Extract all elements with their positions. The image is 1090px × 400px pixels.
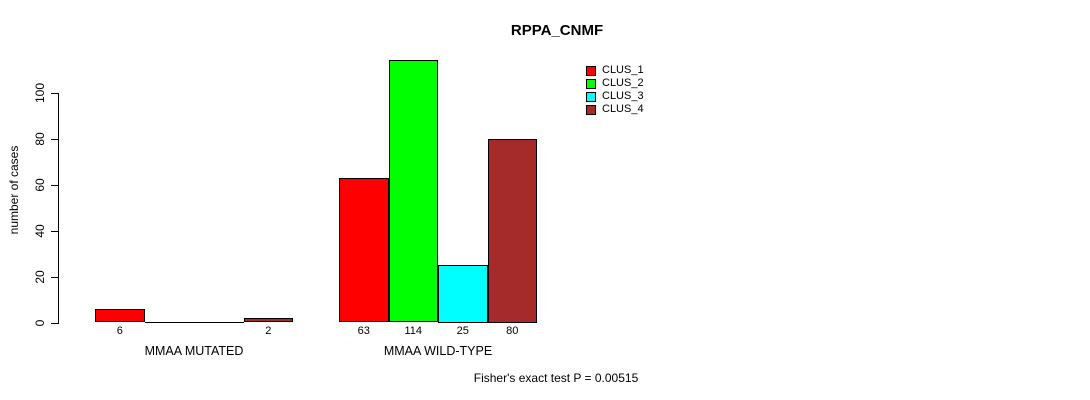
bar	[95, 308, 145, 323]
bar	[438, 265, 488, 323]
legend-label: CLUS_2	[602, 77, 644, 89]
legend-swatch-icon	[586, 65, 596, 76]
bar-value-label: 2	[265, 325, 272, 337]
bar	[487, 138, 537, 323]
legend-item: CLUS_4	[586, 103, 644, 116]
bar-value-label: 63	[357, 325, 370, 337]
y-tick-label: 100	[33, 82, 47, 104]
legend-swatch-icon	[586, 78, 596, 89]
y-tick-label: 60	[33, 178, 47, 192]
y-tick	[51, 92, 58, 94]
bar	[339, 177, 389, 323]
y-tick-label: 40	[33, 224, 47, 238]
y-tick	[51, 322, 58, 324]
zero-height-bar	[144, 321, 194, 323]
group-label: MMAA MUTATED	[144, 344, 244, 358]
legend-label: CLUS_1	[602, 64, 644, 76]
chart-title: RPPA_CNMF	[510, 22, 604, 39]
group-label: MMAA WILD-TYPE	[383, 344, 493, 358]
y-tick-label: 0	[33, 319, 47, 327]
y-tick-label: 80	[33, 132, 47, 146]
bar	[243, 317, 293, 323]
legend-swatch-icon	[586, 91, 596, 102]
legend: CLUS_1 CLUS_2 CLUS_3 CLUS_4	[586, 64, 644, 116]
bar-value-label: 6	[116, 325, 123, 337]
zero-height-bar	[194, 321, 244, 323]
legend-item: CLUS_3	[586, 90, 644, 103]
y-axis-line	[58, 92, 59, 324]
y-tick-label: 20	[33, 270, 47, 284]
legend-item: CLUS_1	[586, 64, 644, 77]
bar-value-label: 80	[506, 325, 519, 337]
fisher-test-note: Fisher's exact test P = 0.00515	[473, 371, 639, 385]
y-tick	[51, 230, 58, 232]
legend-swatch-icon	[586, 104, 596, 115]
bar-value-label: 25	[456, 325, 469, 337]
bar-value-label: 114	[404, 325, 423, 337]
legend-item: CLUS_2	[586, 77, 644, 90]
legend-label: CLUS_3	[602, 90, 644, 102]
y-tick	[51, 276, 58, 278]
bar	[388, 60, 438, 323]
legend-label: CLUS_4	[602, 103, 644, 115]
y-tick	[51, 184, 58, 186]
y-tick	[51, 138, 58, 140]
